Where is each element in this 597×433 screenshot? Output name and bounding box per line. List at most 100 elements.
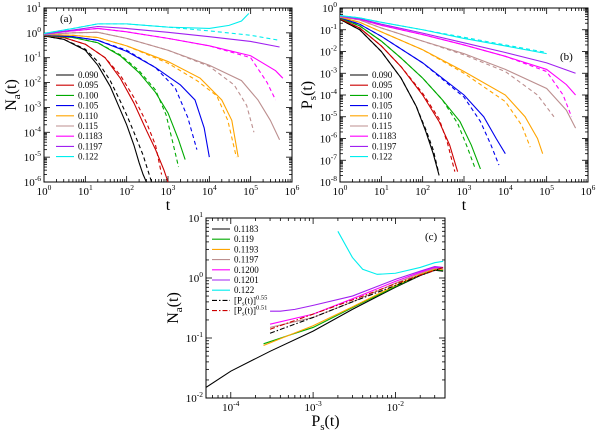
legend-entry: 0.095 xyxy=(78,80,99,90)
series-6-line xyxy=(337,231,444,275)
x-tick-label: 100 xyxy=(37,183,52,198)
y-tick-label: 10-2 xyxy=(186,390,203,405)
series-0-dashed-line xyxy=(44,35,153,182)
legend-entry: 0.090 xyxy=(372,70,393,80)
x-tick-label: 10-2 xyxy=(387,399,404,414)
legend-entry: 0.1183 xyxy=(372,131,397,141)
series-0-dashed-line xyxy=(340,18,439,172)
legend-entry: 0.115 xyxy=(372,121,392,131)
series-2-dashed-line xyxy=(340,17,476,167)
legend-entry: 0.100 xyxy=(78,90,99,100)
panel-c-chart: 10-4 10-3 10-2 10-2 10-1 100 101 Ps(t) Na(t) (c) 0… xyxy=(165,210,446,433)
series-1-line xyxy=(340,18,459,172)
series-7-line xyxy=(340,15,576,74)
x-tick-label: 102 xyxy=(415,183,430,198)
series-5-dashed-line xyxy=(340,16,555,118)
series-4-dashed-line xyxy=(340,16,531,148)
x-tick-label: 104 xyxy=(202,183,217,198)
y-tick-label: 10-6 xyxy=(320,131,337,146)
x-tick-label: 10-4 xyxy=(222,399,239,414)
y-tick-label: 10-3 xyxy=(320,65,337,80)
series-5-line xyxy=(270,266,444,312)
series-1-dashed-line xyxy=(44,34,163,175)
y-tick-label: 10-4 xyxy=(320,87,337,102)
y-tick-label: 101 xyxy=(188,210,203,225)
series-0-line xyxy=(340,18,440,176)
y-tick-label: 10-4 xyxy=(24,124,41,139)
y-tick-label: 10-6 xyxy=(24,174,41,189)
panel-label: (b) xyxy=(560,51,573,63)
series-1-dashed-line xyxy=(340,18,456,172)
series-3-dashed-line xyxy=(340,17,500,166)
x-tick-label: 103 xyxy=(457,183,472,198)
series-5-dashed-line xyxy=(44,31,255,133)
x-tick-label: 104 xyxy=(498,183,513,198)
series-6-dashed-line xyxy=(44,27,277,101)
series-7-line xyxy=(44,25,280,48)
y-tick-label: 10-5 xyxy=(320,109,337,124)
x-tick-label: 101 xyxy=(374,183,389,198)
legend-entry: 0.1197 xyxy=(372,141,397,151)
legend-entry: 0.122 xyxy=(372,152,392,162)
legend-entry: 0.105 xyxy=(372,101,393,111)
legend-entry: 0.1183 xyxy=(78,131,103,141)
x-tick-label: 102 xyxy=(119,183,134,198)
y-tick-label: 100 xyxy=(322,0,337,15)
y-tick-label: 101 xyxy=(26,0,41,15)
legend-entry: 0.090 xyxy=(78,70,99,80)
y-tick-label: 10-5 xyxy=(24,149,41,164)
series-8-line xyxy=(340,14,547,55)
legend-entry: 0.1200 xyxy=(234,265,259,275)
panel-a-chart: 100 101 102 103 104 105 106 10-6 10-5 10-4 10-3 10-… xyxy=(3,0,300,214)
legend-entry: [Ps(t)]0.55 xyxy=(234,294,267,307)
series-7-line xyxy=(269,266,444,334)
series-5-line xyxy=(340,16,577,129)
legend-entry: 0.095 xyxy=(372,80,393,90)
legend-entry: 0.122 xyxy=(78,152,98,162)
plot-frame xyxy=(205,217,446,399)
y-tick-label: 10-1 xyxy=(24,50,41,65)
x-axis-label: t xyxy=(462,197,467,214)
series-3-dashed-line xyxy=(44,34,198,150)
legend-entry: 0.105 xyxy=(78,101,99,111)
panel-label: (c) xyxy=(425,231,438,243)
panel-b-chart: 100 101 102 103 104 105 106 10-8 10-7 10-6 10-5 10-… xyxy=(299,0,596,214)
y-axis-label: Ps(t) xyxy=(299,81,319,109)
legend-entry: 0.1193 xyxy=(234,244,259,254)
x-tick-label: 100 xyxy=(333,183,348,198)
series-0-line xyxy=(44,35,147,182)
x-tick-label: 105 xyxy=(539,183,554,198)
legend-entry: 0.1197 xyxy=(78,141,103,151)
x-tick-label: 101 xyxy=(78,183,93,198)
series-3-line xyxy=(44,34,210,158)
series-2-line xyxy=(263,268,444,347)
series-6-dashed-line xyxy=(340,15,573,117)
series-1-line xyxy=(44,34,169,182)
y-tick-label: 10-1 xyxy=(320,22,337,37)
legend-entry: 0.110 xyxy=(78,111,98,121)
x-axis-label: t xyxy=(166,197,171,214)
y-tick-label: 100 xyxy=(188,270,203,285)
legend-entry: 0.100 xyxy=(372,90,393,100)
x-axis-label: Ps(t) xyxy=(311,413,339,433)
legend-entry: 0.122 xyxy=(234,285,254,295)
y-tick-label: 10-3 xyxy=(24,99,41,114)
legend-entry: [Ps(t)]0.51 xyxy=(234,305,267,318)
legend-entry: 0.110 xyxy=(372,111,392,121)
y-tick-label: 10-2 xyxy=(24,75,41,90)
legend-entry: 0.1197 xyxy=(234,255,259,265)
x-tick-label: 106 xyxy=(285,183,300,198)
x-tick-label: 103 xyxy=(161,183,176,198)
legend-entry: 0.119 xyxy=(234,234,254,244)
legend-entry: 0.115 xyxy=(78,121,98,131)
y-tick-label: 10-1 xyxy=(186,330,203,345)
legend-entry: 0.1201 xyxy=(234,275,259,285)
y-tick-label: 10-7 xyxy=(320,152,337,167)
y-axis-label: Na(t) xyxy=(165,292,185,324)
x-tick-label: 105 xyxy=(243,183,258,198)
legend-entry: 0.1183 xyxy=(234,224,259,234)
y-tick-label: 10-8 xyxy=(320,174,337,189)
panel-label: (a) xyxy=(60,13,73,25)
series-2-dashed-line xyxy=(44,34,180,168)
